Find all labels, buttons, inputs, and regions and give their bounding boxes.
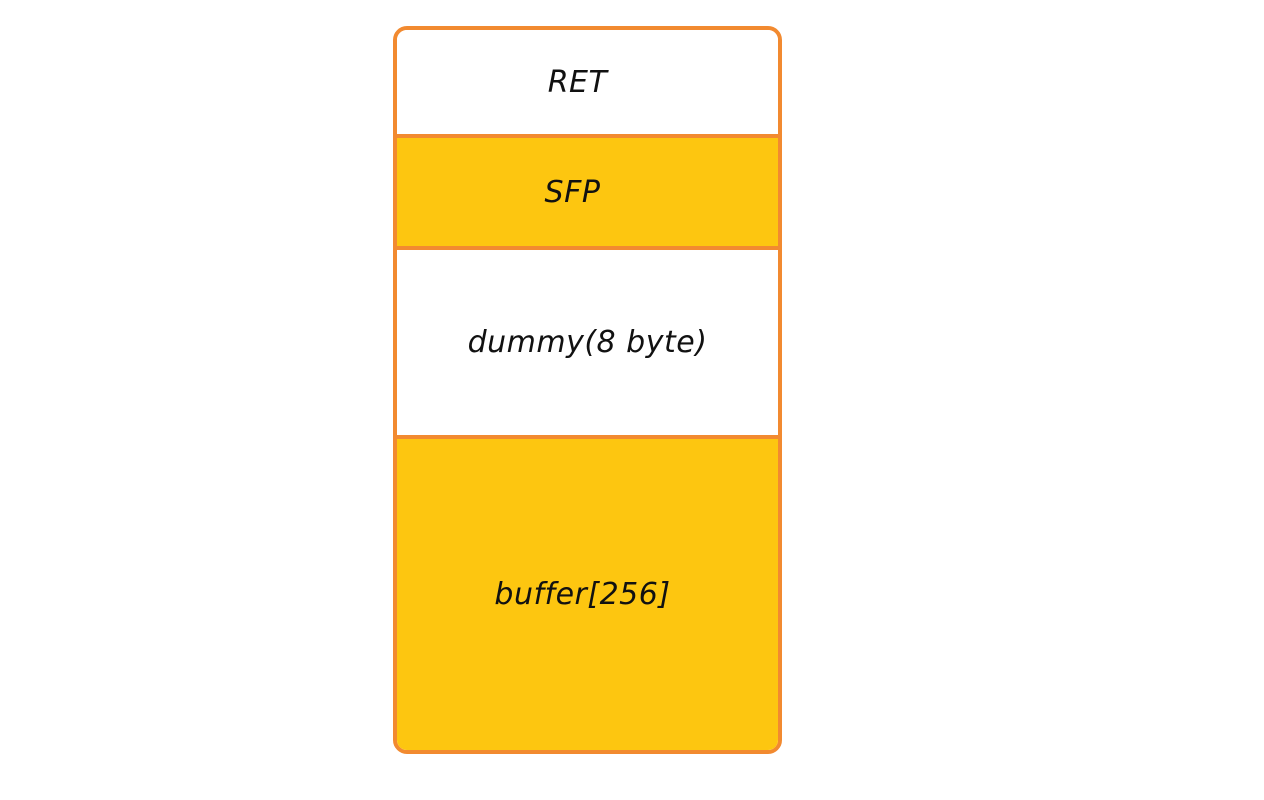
stack-segment-dummy-label: dummy(8 byte): [467, 325, 708, 360]
stack-segment-sfp-label: SFP: [544, 174, 601, 210]
stack-segment-sfp: SFP: [397, 134, 778, 246]
stack-segment-dummy: dummy(8 byte): [397, 246, 778, 435]
stack-segment-ret: RET: [397, 30, 778, 134]
stack-segment-ret-label: RET: [547, 64, 608, 100]
stack-segment-buffer-label: buffer[256]: [494, 577, 671, 612]
stack-frame-diagram: RET SFP dummy(8 byte) buffer[256]: [393, 26, 782, 754]
stack-segment-buffer: buffer[256]: [397, 435, 778, 750]
